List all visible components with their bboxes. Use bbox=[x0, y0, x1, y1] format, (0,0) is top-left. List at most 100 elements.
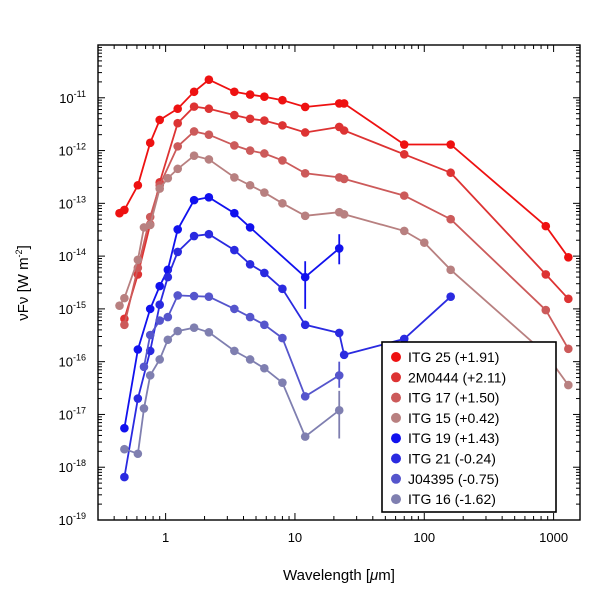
y-axis-title-main: νFν [W m bbox=[15, 257, 32, 320]
data-point bbox=[189, 323, 199, 333]
data-point bbox=[278, 95, 287, 105]
legend-marker bbox=[391, 453, 401, 464]
data-point bbox=[204, 75, 214, 85]
data-point bbox=[230, 346, 239, 356]
series-7 bbox=[139, 291, 344, 401]
data-point bbox=[189, 151, 199, 160]
data-point bbox=[173, 118, 183, 128]
data-point bbox=[133, 255, 143, 265]
x-axis-title-prefix: Wavelength [ bbox=[283, 567, 371, 584]
y-axis-title-close: ] bbox=[15, 245, 32, 249]
y-axis-title-sup: -2 bbox=[14, 249, 24, 257]
data-point bbox=[173, 291, 183, 300]
data-point bbox=[300, 320, 310, 330]
data-point bbox=[278, 284, 287, 294]
data-point bbox=[189, 231, 199, 241]
data-point bbox=[541, 221, 551, 231]
data-point bbox=[541, 305, 551, 315]
data-point bbox=[145, 304, 155, 314]
data-point bbox=[115, 301, 124, 310]
x-tick-labels: 1 10 100 1000 bbox=[162, 530, 568, 545]
data-point bbox=[204, 104, 214, 114]
legend-marker bbox=[391, 352, 401, 362]
data-point bbox=[133, 394, 143, 403]
data-point bbox=[173, 247, 183, 257]
data-point bbox=[155, 355, 165, 364]
data-point bbox=[230, 141, 239, 150]
data-point bbox=[399, 226, 409, 236]
data-point bbox=[204, 155, 214, 164]
data-point bbox=[230, 245, 239, 255]
data-point bbox=[334, 371, 344, 380]
data-point bbox=[278, 156, 287, 165]
data-point bbox=[446, 214, 455, 224]
legend-marker bbox=[391, 494, 401, 505]
legend-box bbox=[381, 341, 557, 513]
data-point bbox=[564, 380, 573, 390]
x-tick-label: 1000 bbox=[539, 530, 568, 545]
legend-label: ITG 21 (-0.24) bbox=[408, 451, 496, 467]
data-point bbox=[300, 102, 310, 112]
data-point bbox=[189, 195, 199, 205]
y-tick-label: 10-18 bbox=[59, 458, 86, 475]
data-point bbox=[260, 363, 269, 373]
legend: ITG 25 (+1.91) 2M0444 (+2.11) ITG 17 (+1.5… bbox=[381, 341, 557, 513]
data-point bbox=[133, 345, 143, 354]
data-point bbox=[278, 333, 287, 343]
data-point bbox=[446, 292, 455, 302]
data-point bbox=[163, 335, 173, 345]
legend-marker bbox=[391, 412, 401, 423]
data-point bbox=[245, 90, 255, 99]
data-point bbox=[230, 87, 239, 97]
data-point bbox=[260, 116, 269, 125]
data-point bbox=[173, 225, 183, 234]
data-point bbox=[133, 180, 143, 190]
data-point bbox=[564, 344, 573, 354]
data-point bbox=[204, 229, 214, 239]
data-point bbox=[300, 128, 310, 137]
data-point bbox=[120, 423, 129, 433]
data-point bbox=[189, 87, 199, 97]
data-point bbox=[155, 184, 165, 193]
y-tick-label: 10-14 bbox=[59, 247, 86, 264]
data-point bbox=[260, 268, 269, 278]
data-point bbox=[189, 102, 199, 111]
data-point bbox=[446, 168, 455, 178]
data-point bbox=[230, 208, 239, 218]
legend-marker bbox=[391, 372, 401, 383]
data-point bbox=[334, 328, 344, 338]
data-point bbox=[245, 312, 255, 322]
data-point bbox=[278, 199, 287, 208]
data-point bbox=[278, 121, 287, 130]
data-point bbox=[120, 293, 129, 303]
data-point bbox=[399, 191, 409, 200]
data-point bbox=[260, 320, 269, 330]
y-axis-title: νFν [W m-2] bbox=[14, 245, 32, 321]
data-point bbox=[120, 444, 129, 454]
legend-label: ITG 25 (+1.91) bbox=[408, 349, 499, 365]
data-point bbox=[446, 265, 455, 275]
data-point bbox=[204, 292, 214, 302]
x-axis-title-mu: μ bbox=[369, 567, 378, 584]
x-axis-title-suffix: m] bbox=[378, 567, 395, 584]
data-point bbox=[173, 326, 183, 336]
legend-label: ITG 15 (+0.42) bbox=[408, 410, 499, 426]
data-point bbox=[145, 138, 155, 148]
legend-marker bbox=[391, 473, 401, 484]
data-point bbox=[339, 99, 349, 108]
data-point bbox=[120, 205, 129, 215]
data-point bbox=[145, 330, 155, 340]
data-point bbox=[230, 110, 239, 120]
y-tick-label: 10-16 bbox=[59, 353, 86, 370]
data-point bbox=[189, 127, 199, 136]
data-point bbox=[155, 300, 165, 310]
y-tick-label: 10-13 bbox=[59, 194, 86, 211]
data-point bbox=[204, 130, 214, 139]
data-point bbox=[334, 244, 344, 253]
data-point bbox=[300, 392, 310, 401]
data-point bbox=[120, 472, 129, 482]
series-layer bbox=[115, 75, 573, 482]
x-axis-title: Wavelength [μm] bbox=[283, 567, 395, 584]
data-point bbox=[541, 270, 551, 279]
